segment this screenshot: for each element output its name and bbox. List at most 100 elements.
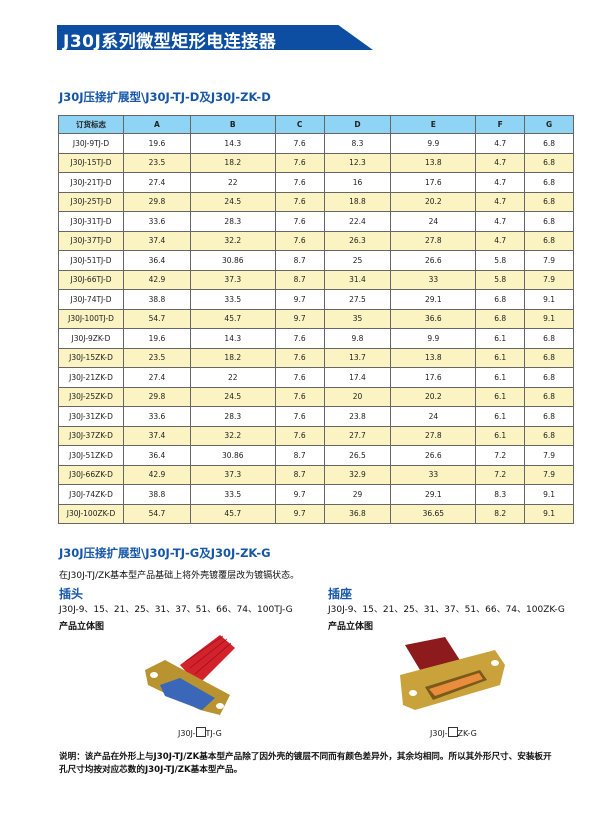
table-cell: 22 xyxy=(189,172,276,193)
table-row: J30J-21TJ-D 27.4 22 7.6 16 17.6 4.7 6.8 xyxy=(58,172,574,193)
table-row: J30J-100ZK-D 54.7 45.7 9.7 36.8 36.65 8.2 9.1 xyxy=(58,503,574,524)
table-cell: 6.8 xyxy=(475,308,526,329)
table-cell: 13.8 xyxy=(390,152,477,173)
table-cell: 37.4 xyxy=(123,230,191,251)
table-cell: 8.3 xyxy=(323,133,392,154)
table-cell: 27.4 xyxy=(123,367,191,388)
table-cell: 37.4 xyxy=(123,425,191,446)
table-cell: 45.7 xyxy=(189,308,276,329)
table-cell: 26.3 xyxy=(323,230,392,251)
table-cell: 7.6 xyxy=(274,191,325,212)
table-cell: 27.8 xyxy=(390,425,477,446)
section2-intro: 在J30J-TJ/ZK基本型产品基础上将外壳镀覆层改为镀镉状态。 xyxy=(59,571,300,581)
dimension-table: 订货标志 A B C D E F G J30J-9TJ-D 19.6 14.3 7.6 8.3 9.9 4… xyxy=(58,115,574,524)
table-cell: 27.4 xyxy=(123,172,191,193)
column-header: A xyxy=(123,115,191,134)
table-row: J30J-74ZK-D 38.8 33.5 9.7 29 29.1 8.3 9.1 xyxy=(58,484,574,505)
order-code-cell: J30J-66ZK-D xyxy=(58,464,124,485)
table-cell: 6.8 xyxy=(524,230,574,251)
page-title: J30J系列微型矩形电连接器 xyxy=(63,32,277,52)
table-cell: 29.1 xyxy=(390,289,477,310)
table-cell: 6.8 xyxy=(524,211,574,232)
order-code-cell: J30J-9ZK-D xyxy=(58,328,124,349)
table-cell: 7.6 xyxy=(274,152,325,173)
table-cell: 24.5 xyxy=(189,386,276,407)
column-header: G xyxy=(524,115,574,134)
table-cell: 7.6 xyxy=(274,133,325,154)
table-cell: 9.9 xyxy=(390,133,477,154)
plug-view-label: 产品立体图 xyxy=(59,622,105,632)
table-cell: 37.3 xyxy=(189,269,276,290)
table-row: J30J-66ZK-D 42.9 37.3 8.7 32.9 33 7.2 7.9 xyxy=(58,464,574,485)
table-cell: 6.8 xyxy=(524,347,574,368)
table-cell: 28.3 xyxy=(189,211,276,232)
table-cell: 5.8 xyxy=(475,269,526,290)
table-cell: 33.6 xyxy=(123,406,191,427)
table-cell: 14.3 xyxy=(189,133,276,154)
table-row: J30J-66TJ-D 42.9 37.3 8.7 31.4 33 5.8 7.9 xyxy=(58,269,574,290)
table-row: J30J-9ZK-D 19.6 14.3 7.6 9.8 9.9 6.1 6.8 xyxy=(58,328,574,349)
table-cell: 7.6 xyxy=(274,172,325,193)
pin-count-box xyxy=(195,727,206,737)
table-cell: 45.7 xyxy=(189,503,276,524)
table-cell: 9.8 xyxy=(323,328,392,349)
table-cell: 29.8 xyxy=(123,191,191,212)
table-cell: 9.1 xyxy=(524,308,574,329)
order-code-cell: J30J-31TJ-D xyxy=(58,211,124,232)
order-code-cell: J30J-100TJ-D xyxy=(58,308,124,329)
table-cell: 24 xyxy=(390,406,477,427)
table-cell: 6.8 xyxy=(524,367,574,388)
table-cell: 7.6 xyxy=(274,328,325,349)
order-code-cell: J30J-51ZK-D xyxy=(58,445,124,466)
socket-caption: J30J- ZK-G xyxy=(430,727,477,738)
table-row: J30J-51ZK-D 36.4 30.86 8.7 26.5 26.6 7.2 7.9 xyxy=(58,445,574,466)
table-cell: 18.8 xyxy=(323,191,392,212)
table-cell: 8.7 xyxy=(274,250,325,271)
table-cell: 9.7 xyxy=(274,484,325,505)
table-cell: 6.8 xyxy=(524,191,574,212)
order-code-cell: J30J-21ZK-D xyxy=(58,367,124,388)
table-cell: 31.4 xyxy=(323,269,392,290)
table-cell: 28.3 xyxy=(189,406,276,427)
order-code-cell: J30J-9TJ-D xyxy=(58,133,124,154)
table-cell: 23.5 xyxy=(123,152,191,173)
column-header: D xyxy=(323,115,392,134)
table-cell: 7.9 xyxy=(524,269,574,290)
note-text: 说明：该产品在外形上与J30J-TJ/ZK基本型产品除了因外壳的镀层不同而有颜色… xyxy=(59,752,552,775)
table-cell: 33.5 xyxy=(189,484,276,505)
table-cell: 27.8 xyxy=(390,230,477,251)
table-row: J30J-15ZK-D 23.5 18.2 7.6 13.7 13.8 6.1 6.8 xyxy=(58,347,574,368)
column-header: 订货标志 xyxy=(58,115,124,134)
table-cell: 6.8 xyxy=(524,425,574,446)
table-cell: 19.6 xyxy=(123,328,191,349)
table-cell: 20.2 xyxy=(390,386,477,407)
plug-connector-image xyxy=(145,635,235,715)
order-code-cell: J30J-25ZK-D xyxy=(58,386,124,407)
title-banner: J30J系列微型矩形电连接器 xyxy=(57,25,373,50)
table-cell: 13.7 xyxy=(323,347,392,368)
table-cell: 8.7 xyxy=(274,445,325,466)
table-cell: 7.9 xyxy=(524,464,574,485)
table-row: J30J-31ZK-D 33.6 28.3 7.6 23.8 24 6.1 6.8 xyxy=(58,406,574,427)
socket-models: J30J-9、15、21、25、31、37、51、66、74、100ZK-G xyxy=(328,605,565,615)
table-cell: 16 xyxy=(323,172,392,193)
table-cell: 33 xyxy=(390,269,477,290)
table-cell: 9.1 xyxy=(524,503,574,524)
table-cell: 4.7 xyxy=(475,191,526,212)
table-cell: 42.9 xyxy=(123,464,191,485)
order-code-cell: J30J-51TJ-D xyxy=(58,250,124,271)
table-cell: 42.9 xyxy=(123,269,191,290)
table-cell: 38.8 xyxy=(123,484,191,505)
table-cell: 9.1 xyxy=(524,484,574,505)
socket-caption-suffix: ZK-G xyxy=(457,729,477,738)
column-header: F xyxy=(475,115,526,134)
plug-models: J30J-9、15、21、25、31、37、51、66、74、100TJ-G xyxy=(59,605,293,615)
table-cell: 26.5 xyxy=(323,445,392,466)
plug-caption: J30J- TJ-G xyxy=(178,727,222,738)
table-cell: 36.8 xyxy=(323,503,392,524)
column-header: E xyxy=(390,115,477,134)
table-cell: 29.8 xyxy=(123,386,191,407)
table-row: J30J-37ZK-D 37.4 32.2 7.6 27.7 27.8 6.1 6.8 xyxy=(58,425,574,446)
table-cell: 23.5 xyxy=(123,347,191,368)
table-cell: 4.7 xyxy=(475,133,526,154)
